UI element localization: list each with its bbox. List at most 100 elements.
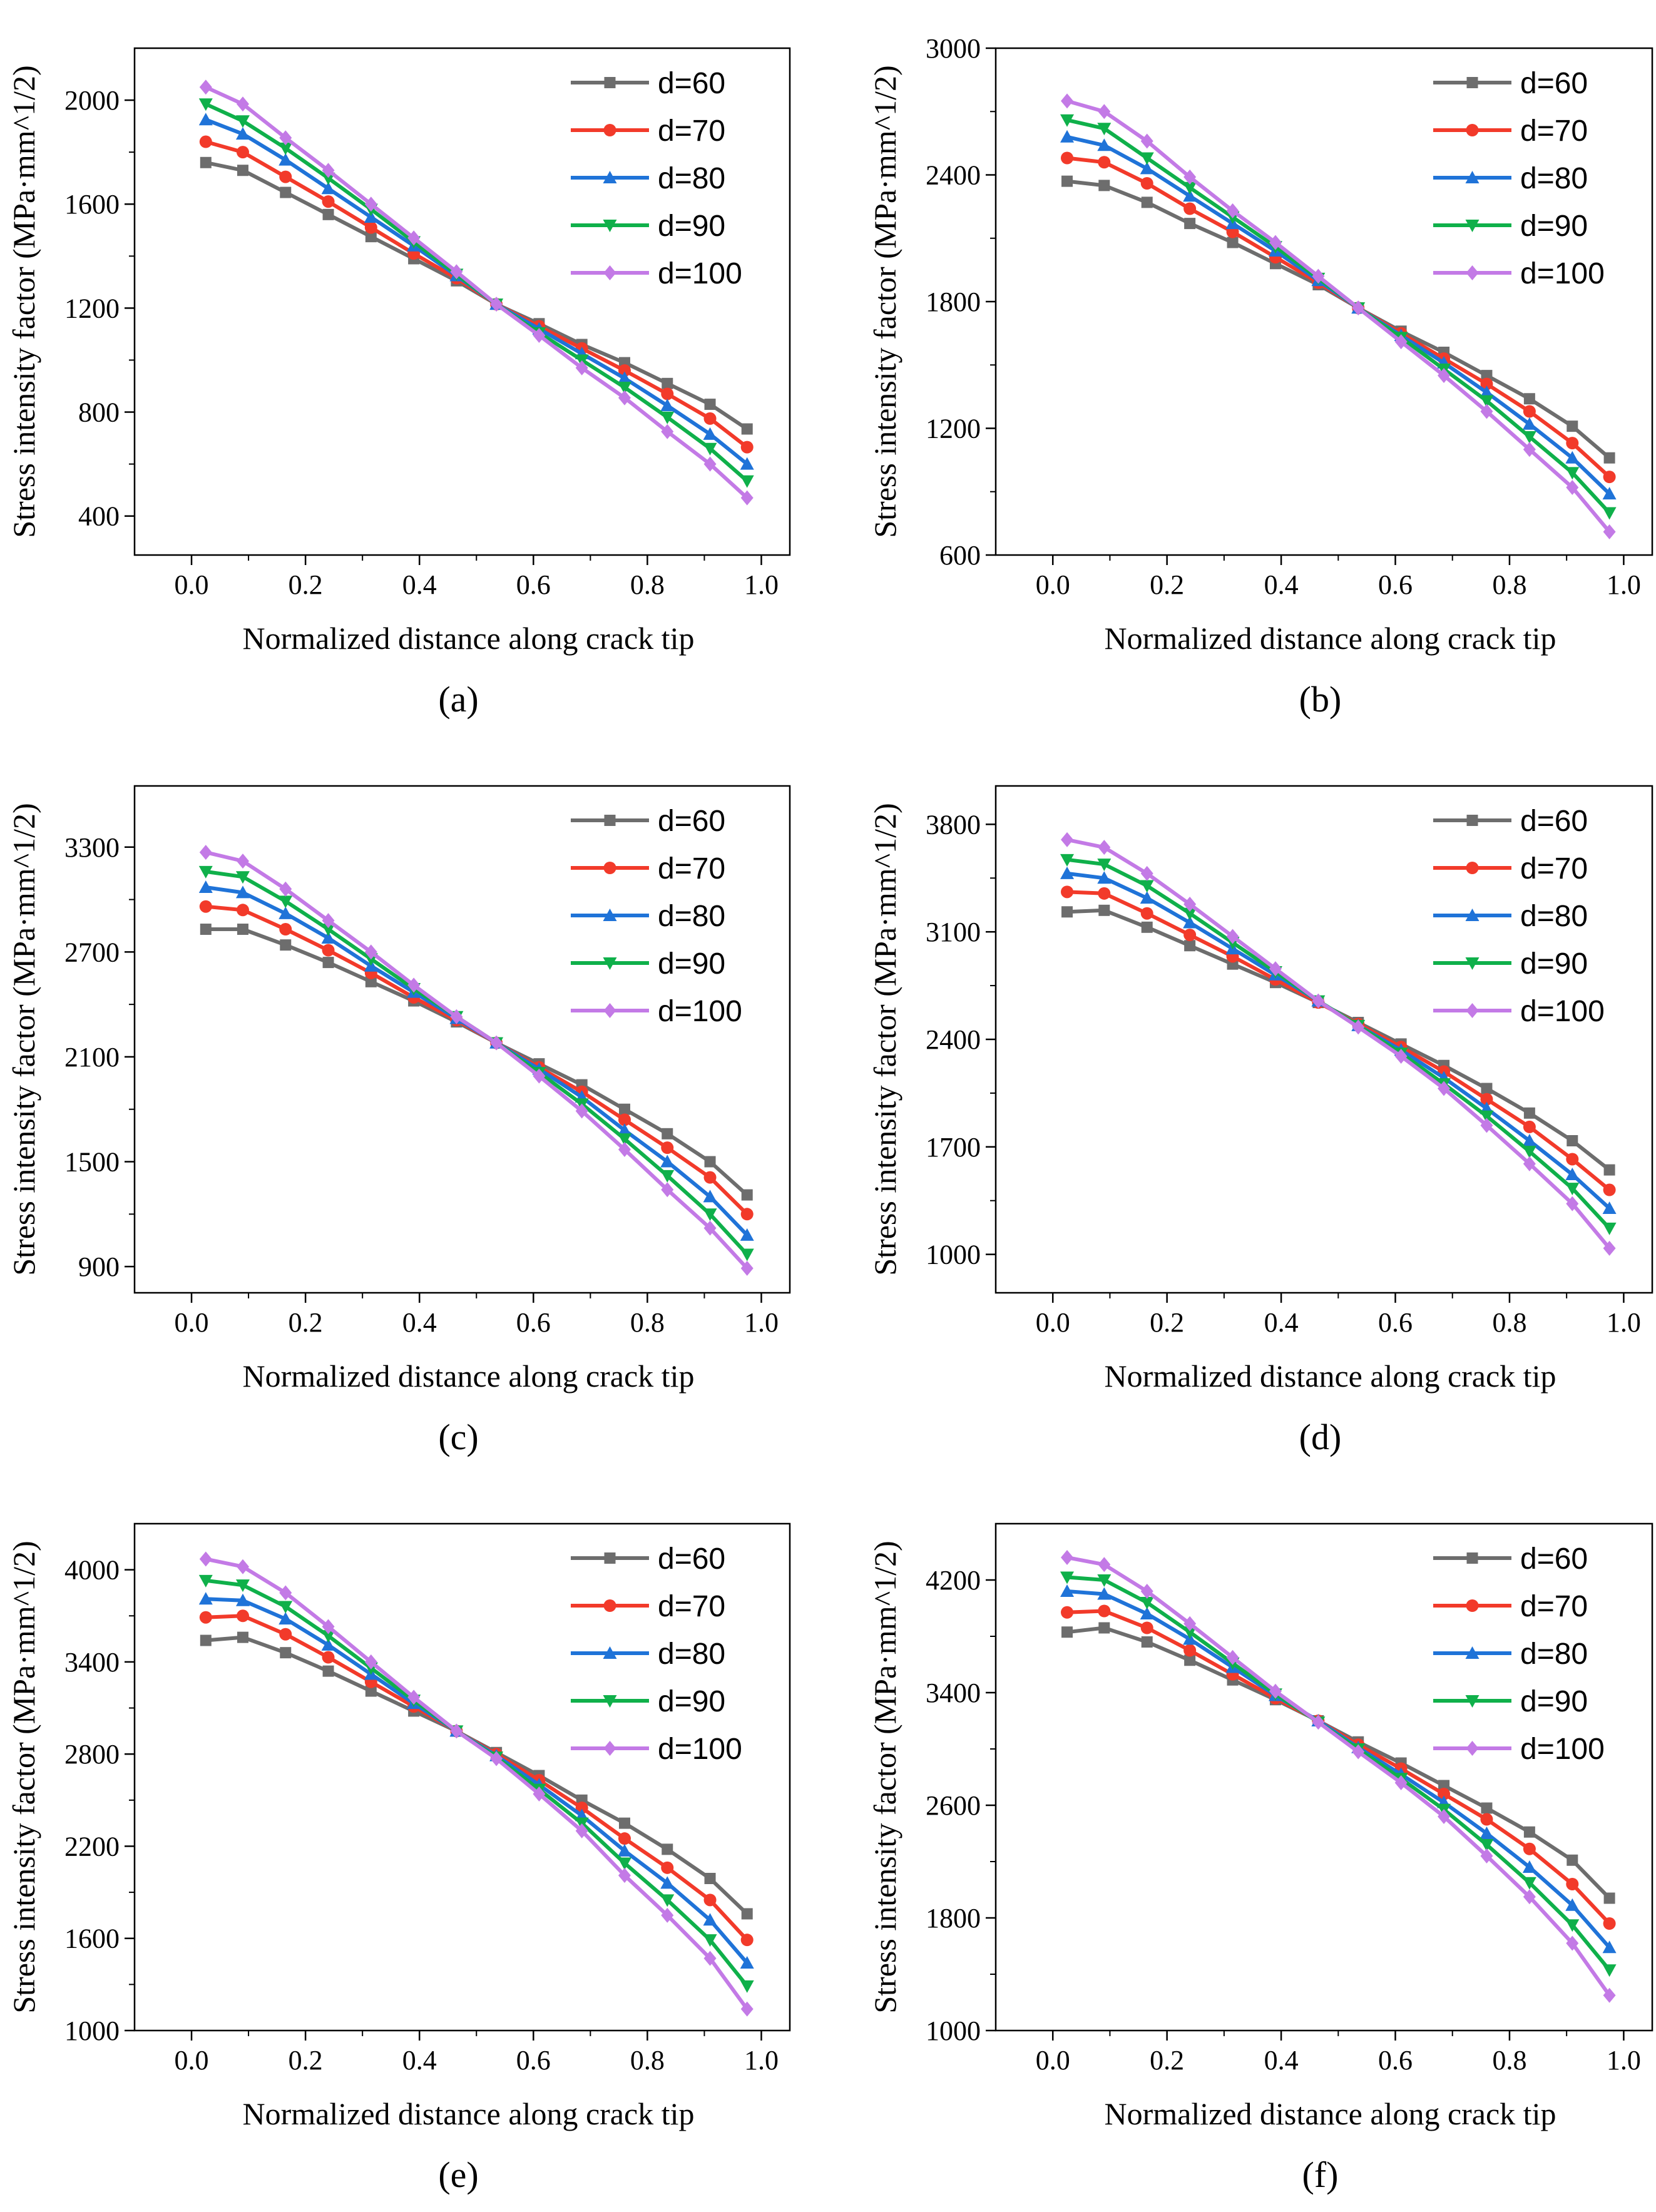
y-tick-label: 3000	[926, 33, 981, 64]
data-point	[407, 977, 421, 993]
x-tick-label: 1.0	[744, 1307, 779, 1338]
data-point	[236, 146, 249, 159]
data-point	[703, 1171, 717, 1184]
y-tick-label: 400	[78, 501, 120, 532]
y-tick-label: 1000	[64, 2016, 120, 2046]
data-point	[199, 1551, 212, 1567]
legend: d=60 d=70 d=80 d=90 d=100	[571, 67, 742, 290]
data-point	[1481, 1083, 1493, 1094]
data-point	[1061, 832, 1074, 847]
data-point	[662, 1843, 673, 1855]
y-tick-label: 4200	[926, 1565, 981, 1596]
chart-panel: 0.0 0.2 0.4 0.6 0.8 1.0 1000 1700 2400 3100 3800 No…	[867, 785, 1653, 1457]
plot-frame	[133, 785, 791, 1294]
data-point	[365, 1685, 377, 1697]
legend-label: d=100	[658, 257, 742, 290]
data-point	[618, 1103, 630, 1115]
chart-panel: 0.0 0.2 0.4 0.6 0.8 1.0 1000 1600 2200 2800 3400 40…	[6, 1522, 791, 2195]
data-point	[1226, 203, 1239, 218]
data-point	[236, 1609, 249, 1623]
data-point	[279, 1585, 292, 1601]
data-point	[235, 885, 250, 899]
data-point	[740, 2001, 754, 2017]
data-point	[1438, 1780, 1450, 1792]
data-point	[1352, 1744, 1365, 1760]
series-line	[205, 85, 749, 499]
x-tick-label: 0.4	[1264, 2045, 1299, 2076]
data-point	[1603, 1917, 1616, 1930]
legend-marker	[603, 220, 617, 232]
legend-label: d=90	[1520, 947, 1588, 981]
legend-label: d=100	[658, 1733, 742, 1766]
data-point	[1141, 1636, 1153, 1648]
x-tick-label: 0.8	[1492, 569, 1526, 600]
legend-marker	[603, 124, 616, 136]
data-point	[660, 1876, 675, 1889]
y-tick-label: 1600	[64, 189, 120, 220]
data-point	[200, 1634, 212, 1646]
data-point	[1523, 442, 1536, 457]
data-point	[322, 195, 335, 208]
data-point	[1061, 151, 1074, 165]
data-point	[1140, 891, 1154, 904]
data-point	[740, 1956, 754, 1969]
data-point	[1523, 1107, 1535, 1119]
data-point	[703, 1220, 717, 1236]
data-point	[1480, 1813, 1493, 1826]
legend-marker	[603, 1695, 617, 1708]
data-point	[1523, 1826, 1535, 1838]
data-point	[198, 98, 213, 111]
data-point	[235, 871, 250, 884]
data-point	[1312, 993, 1325, 1009]
x-tick-label: 0.6	[1378, 569, 1413, 600]
data-point	[704, 1156, 716, 1168]
data-point	[237, 1631, 248, 1643]
data-point	[533, 328, 546, 343]
data-point	[1312, 268, 1325, 284]
data-point	[279, 153, 293, 166]
data-point	[618, 1817, 630, 1829]
data-point	[322, 163, 335, 178]
data-point	[1523, 1889, 1536, 1905]
x-tick-label: 0.8	[1492, 2045, 1526, 2076]
data-point	[704, 399, 716, 410]
data-point	[575, 1103, 588, 1119]
data-point	[279, 142, 293, 155]
data-point	[279, 1612, 293, 1625]
data-point	[575, 360, 588, 375]
data-point	[1061, 1606, 1074, 1619]
data-point	[1522, 1860, 1536, 1873]
data-point	[703, 1934, 717, 1947]
data-point	[1227, 237, 1239, 248]
x-tick-label: 0.0	[1036, 569, 1070, 600]
data-point	[1061, 93, 1074, 109]
data-point	[1183, 897, 1197, 912]
data-point	[198, 865, 213, 879]
data-point	[1140, 880, 1154, 893]
data-point	[1481, 370, 1493, 382]
data-point	[199, 900, 212, 913]
data-point	[703, 1190, 717, 1203]
panel-label: (d)	[1299, 1417, 1342, 1457]
series-line	[1066, 99, 1611, 533]
data-point	[321, 1630, 335, 1643]
x-tick-label: 0.8	[1492, 1307, 1526, 1338]
x-tick-label: 0.4	[402, 569, 437, 600]
data-point	[1394, 1049, 1408, 1064]
data-point	[1097, 1574, 1112, 1587]
data-point	[1060, 1584, 1075, 1597]
data-point	[1183, 1644, 1197, 1657]
legend-marker	[1465, 957, 1480, 970]
data-point	[1183, 1616, 1197, 1631]
data-point	[1438, 1081, 1451, 1096]
y-tick-label: 2700	[64, 937, 120, 967]
data-point	[1226, 1649, 1239, 1665]
data-point	[1098, 840, 1111, 855]
data-point	[364, 1654, 377, 1669]
data-point	[1566, 1878, 1579, 1890]
data-point	[741, 423, 753, 435]
plot-frame	[994, 1522, 1653, 2032]
data-point	[1061, 175, 1073, 187]
data-point	[1183, 915, 1197, 929]
legend-marker	[1466, 1003, 1479, 1018]
